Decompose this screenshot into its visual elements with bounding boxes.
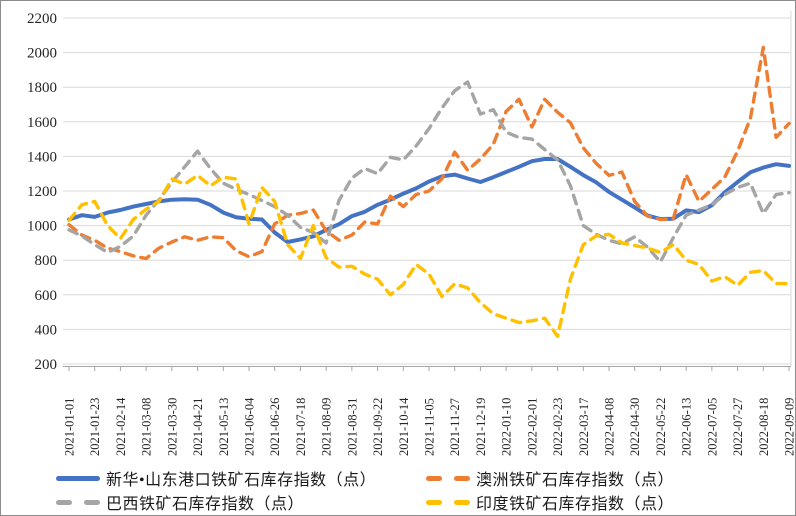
legend-label-india: 印度铁矿石库存指数（点） <box>476 496 675 513</box>
x-tick-label: 2022-06-13 <box>680 398 694 456</box>
y-tick-label: 1600 <box>27 115 57 131</box>
y-tick-label: 800 <box>35 253 58 269</box>
x-tick-label: 2021-03-08 <box>140 398 154 456</box>
x-tick-label: 2022-09-09 <box>783 398 796 456</box>
x-tick-label: 2022-03-17 <box>577 398 591 456</box>
x-tick-label: 2021-10-14 <box>397 397 411 456</box>
x-tick-label: 2022-08-18 <box>757 398 771 456</box>
x-tick-label: 2022-04-08 <box>603 398 617 456</box>
y-tick-label: 600 <box>35 288 58 304</box>
x-tick-label: 2022-04-30 <box>628 398 642 456</box>
x-tick-label: 2021-06-26 <box>268 398 282 456</box>
legend-marker-brazil <box>56 499 100 505</box>
legend-label-shandong: 新华•山东港口铁矿石库存指数（点） <box>106 472 377 489</box>
x-tick-label: 2022-07-05 <box>705 398 719 456</box>
x-tick-label: 2021-09-22 <box>371 398 385 456</box>
legend-item-shandong: 新华•山东港口铁矿石库存指数（点） <box>56 466 376 490</box>
y-tick-label: 1400 <box>27 149 57 165</box>
legend-marker-shandong <box>56 475 100 481</box>
series-line-brazil <box>67 80 791 264</box>
x-tick-label: 2021-11-05 <box>423 398 437 456</box>
x-tick-label: 2021-03-30 <box>165 398 179 456</box>
y-tick-label: 400 <box>35 322 58 338</box>
x-tick-label: 2021-01-23 <box>88 398 102 456</box>
series-line-australia <box>67 45 791 261</box>
x-tick-label: 2022-07-27 <box>731 398 745 456</box>
x-tick-label: 2022-02-01 <box>525 398 539 456</box>
legend-marker-india <box>426 499 470 505</box>
legend-item-australia: 澳洲铁矿石库存指数（点） <box>426 466 674 490</box>
x-tick-label: 2021-08-09 <box>320 398 334 456</box>
y-tick-label: 200 <box>35 357 58 373</box>
y-tick-label: 1800 <box>27 80 57 96</box>
x-tick-label: 2022-02-23 <box>551 398 565 456</box>
y-tick-label: 2200 <box>27 11 57 27</box>
series-line-india <box>67 173 791 338</box>
legend-item-india: 印度铁矿石库存指数（点） <box>426 490 674 514</box>
y-tick-label: 2000 <box>27 46 57 62</box>
x-tick-label: 2021-08-31 <box>345 398 359 456</box>
y-tick-label: 1000 <box>27 219 57 235</box>
x-tick-label: 2022-05-22 <box>654 398 668 456</box>
legend-marker-australia <box>426 475 470 481</box>
legend-item-brazil: 巴西铁矿石库存指数（点） <box>56 490 304 514</box>
x-tick-label: 2021-02-14 <box>114 397 128 456</box>
x-tick-label: 2021-07-18 <box>294 398 308 456</box>
y-tick-label: 1200 <box>27 184 57 200</box>
x-tick-label: 2021-12-19 <box>474 398 488 456</box>
series-line-shandong <box>67 157 791 244</box>
x-tick-label: 2021-05-13 <box>217 398 231 456</box>
legend-label-australia: 澳洲铁矿石库存指数（点） <box>476 472 675 489</box>
x-tick-label: 2022-01-10 <box>500 398 514 456</box>
legend-label-brazil: 巴西铁矿石库存指数（点） <box>106 496 305 513</box>
x-tick-label: 2021-06-04 <box>243 397 257 456</box>
x-tick-label: 2021-11-27 <box>448 398 462 456</box>
x-tick-label: 2021-04-21 <box>191 398 205 456</box>
chart-legend: 新华•山东港口铁矿石库存指数（点） 澳洲铁矿石库存指数（点） 巴西铁矿石库存指数… <box>1 463 795 514</box>
x-tick-label: 2021-01-01 <box>63 398 77 456</box>
